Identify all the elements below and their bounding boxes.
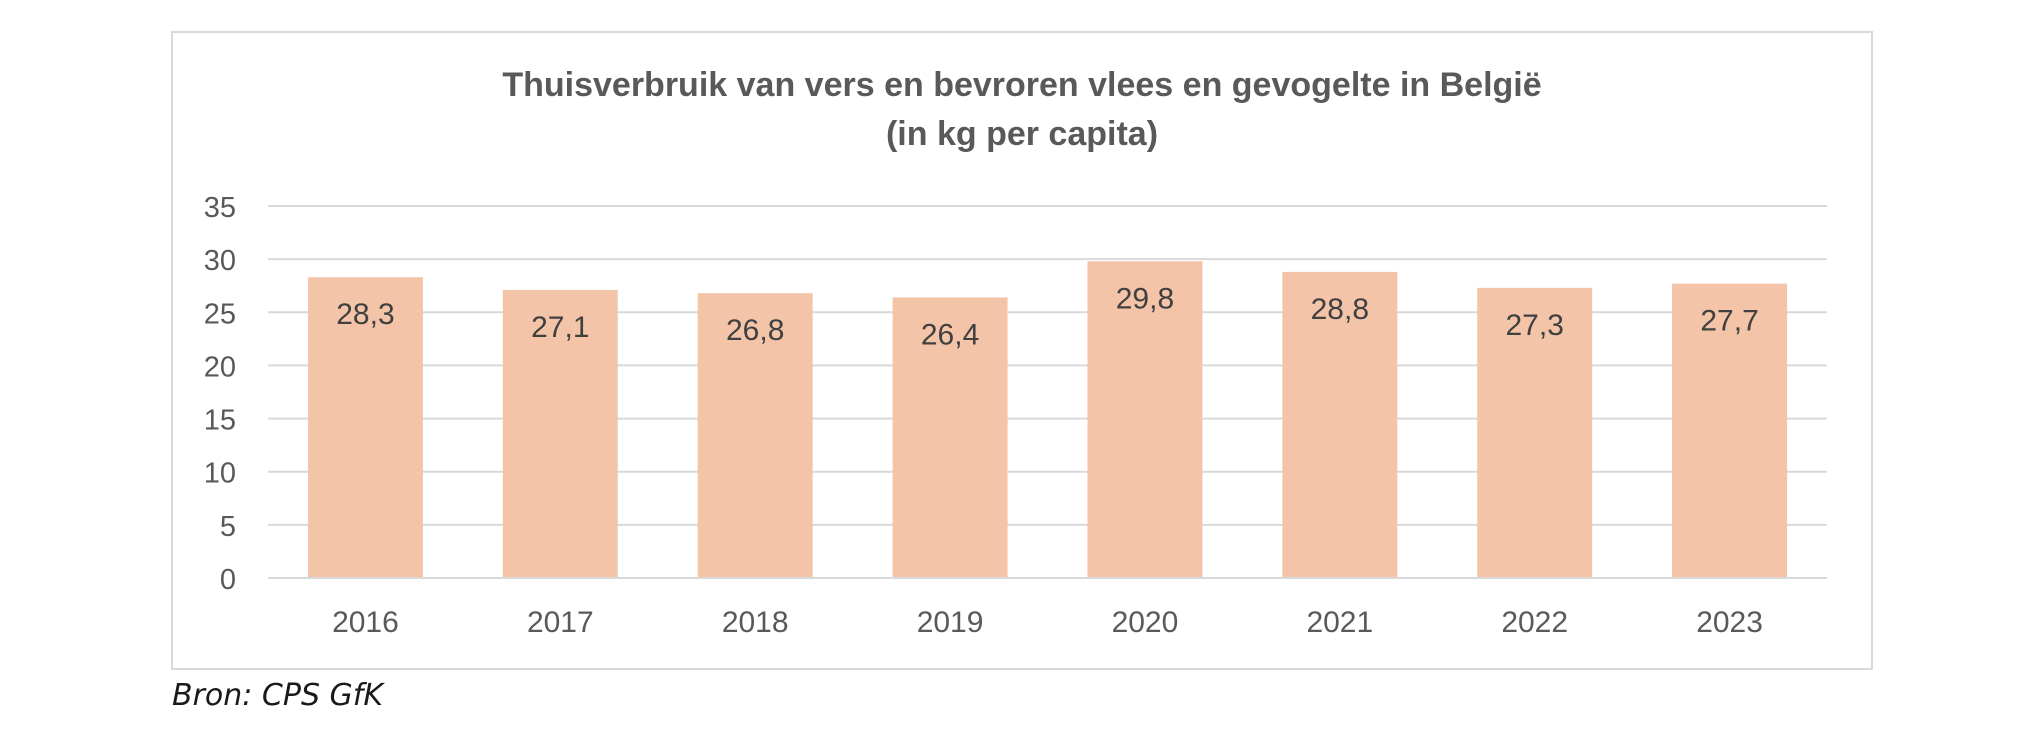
x-tick-label: 2022: [1501, 606, 1568, 639]
bar: [1282, 271, 1398, 578]
x-tick-label: 2021: [1306, 606, 1373, 639]
x-tick-label: 2020: [1112, 606, 1179, 639]
bar: [1087, 261, 1203, 578]
y-tick-label: 10: [204, 458, 236, 490]
data-labels: 28,3 27,1 26,8 26,4 29,8 28,8 27,3 27,7: [336, 282, 1759, 351]
data-label: 28,3: [336, 298, 394, 331]
bars: [307, 261, 1788, 578]
y-tick-label: 25: [204, 298, 236, 330]
y-axis: 0 5 10 15 20 25 30 35: [204, 192, 236, 596]
data-label: 27,3: [1505, 309, 1563, 342]
data-label: 26,8: [726, 314, 784, 347]
bar: [697, 293, 813, 578]
x-tick-label: 2023: [1696, 606, 1763, 639]
bar: [307, 277, 423, 578]
y-tick-label: 35: [204, 192, 236, 224]
data-label: 28,8: [1311, 293, 1369, 326]
bar: [892, 297, 1008, 578]
data-label: 27,7: [1700, 305, 1758, 338]
data-label: 29,8: [1116, 282, 1174, 315]
x-tick-label: 2016: [332, 606, 399, 639]
y-tick-label: 0: [220, 564, 236, 596]
data-label: 27,1: [531, 311, 589, 344]
x-tick-label: 2017: [527, 606, 594, 639]
x-tick-label: 2018: [722, 606, 789, 639]
chart-title: Thuisverbruik van vers en bevroren vlees…: [502, 66, 1541, 104]
bar: [502, 289, 618, 578]
y-tick-label: 5: [220, 511, 236, 543]
x-axis: 2016 2017 2018 2019 2020 2021 2022 2023: [268, 577, 1827, 639]
bar: [1477, 287, 1593, 578]
y-tick-label: 15: [204, 405, 236, 437]
x-tick-label: 2019: [917, 606, 984, 639]
source-note: Bron: CPS GfK: [172, 678, 384, 713]
chart-subtitle: (in kg per capita): [886, 115, 1158, 153]
data-label: 26,4: [921, 318, 979, 351]
bar: [1672, 283, 1788, 578]
y-tick-label: 30: [204, 245, 236, 277]
y-tick-label: 20: [204, 351, 236, 383]
